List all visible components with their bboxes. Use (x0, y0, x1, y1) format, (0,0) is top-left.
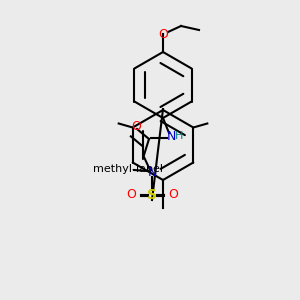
Text: S: S (147, 188, 157, 202)
Text: methyl-label: methyl-label (93, 164, 163, 174)
Text: N: N (147, 167, 157, 179)
Text: O: O (158, 28, 168, 40)
Text: H: H (175, 131, 183, 141)
Text: O: O (168, 188, 178, 202)
Text: O: O (126, 188, 136, 202)
Text: O: O (131, 121, 141, 134)
Text: N: N (166, 130, 176, 142)
